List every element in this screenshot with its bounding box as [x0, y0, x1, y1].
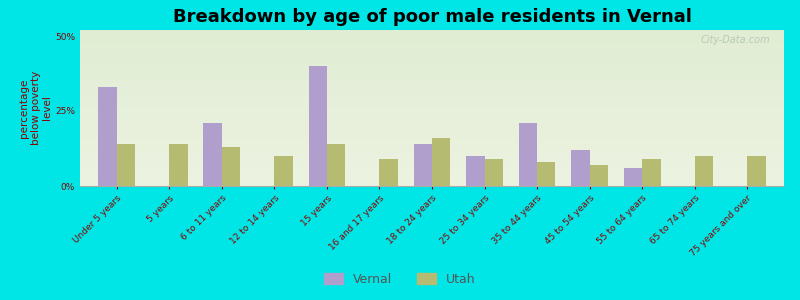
Bar	[642, 159, 661, 186]
Bar	[747, 156, 766, 186]
Bar	[624, 168, 642, 186]
Bar	[590, 165, 608, 186]
Bar	[694, 156, 713, 186]
Bar	[537, 162, 555, 186]
Title: Breakdown by age of poor male residents in Vernal: Breakdown by age of poor male residents …	[173, 8, 691, 26]
Bar	[414, 144, 432, 186]
Bar	[485, 159, 503, 186]
Text: City-Data.com: City-Data.com	[700, 35, 770, 45]
Legend: Vernal, Utah: Vernal, Utah	[319, 268, 481, 291]
Bar	[170, 144, 188, 186]
Bar	[309, 66, 327, 186]
Bar	[117, 144, 135, 186]
Bar	[222, 147, 240, 186]
Bar	[274, 156, 293, 186]
Y-axis label: percentage
below poverty
level: percentage below poverty level	[19, 71, 52, 145]
Bar	[518, 123, 537, 186]
Bar	[327, 144, 346, 186]
Bar	[432, 138, 450, 186]
Bar	[571, 150, 590, 186]
Bar	[379, 159, 398, 186]
Bar	[466, 156, 485, 186]
Bar	[203, 123, 222, 186]
Bar	[98, 87, 117, 186]
